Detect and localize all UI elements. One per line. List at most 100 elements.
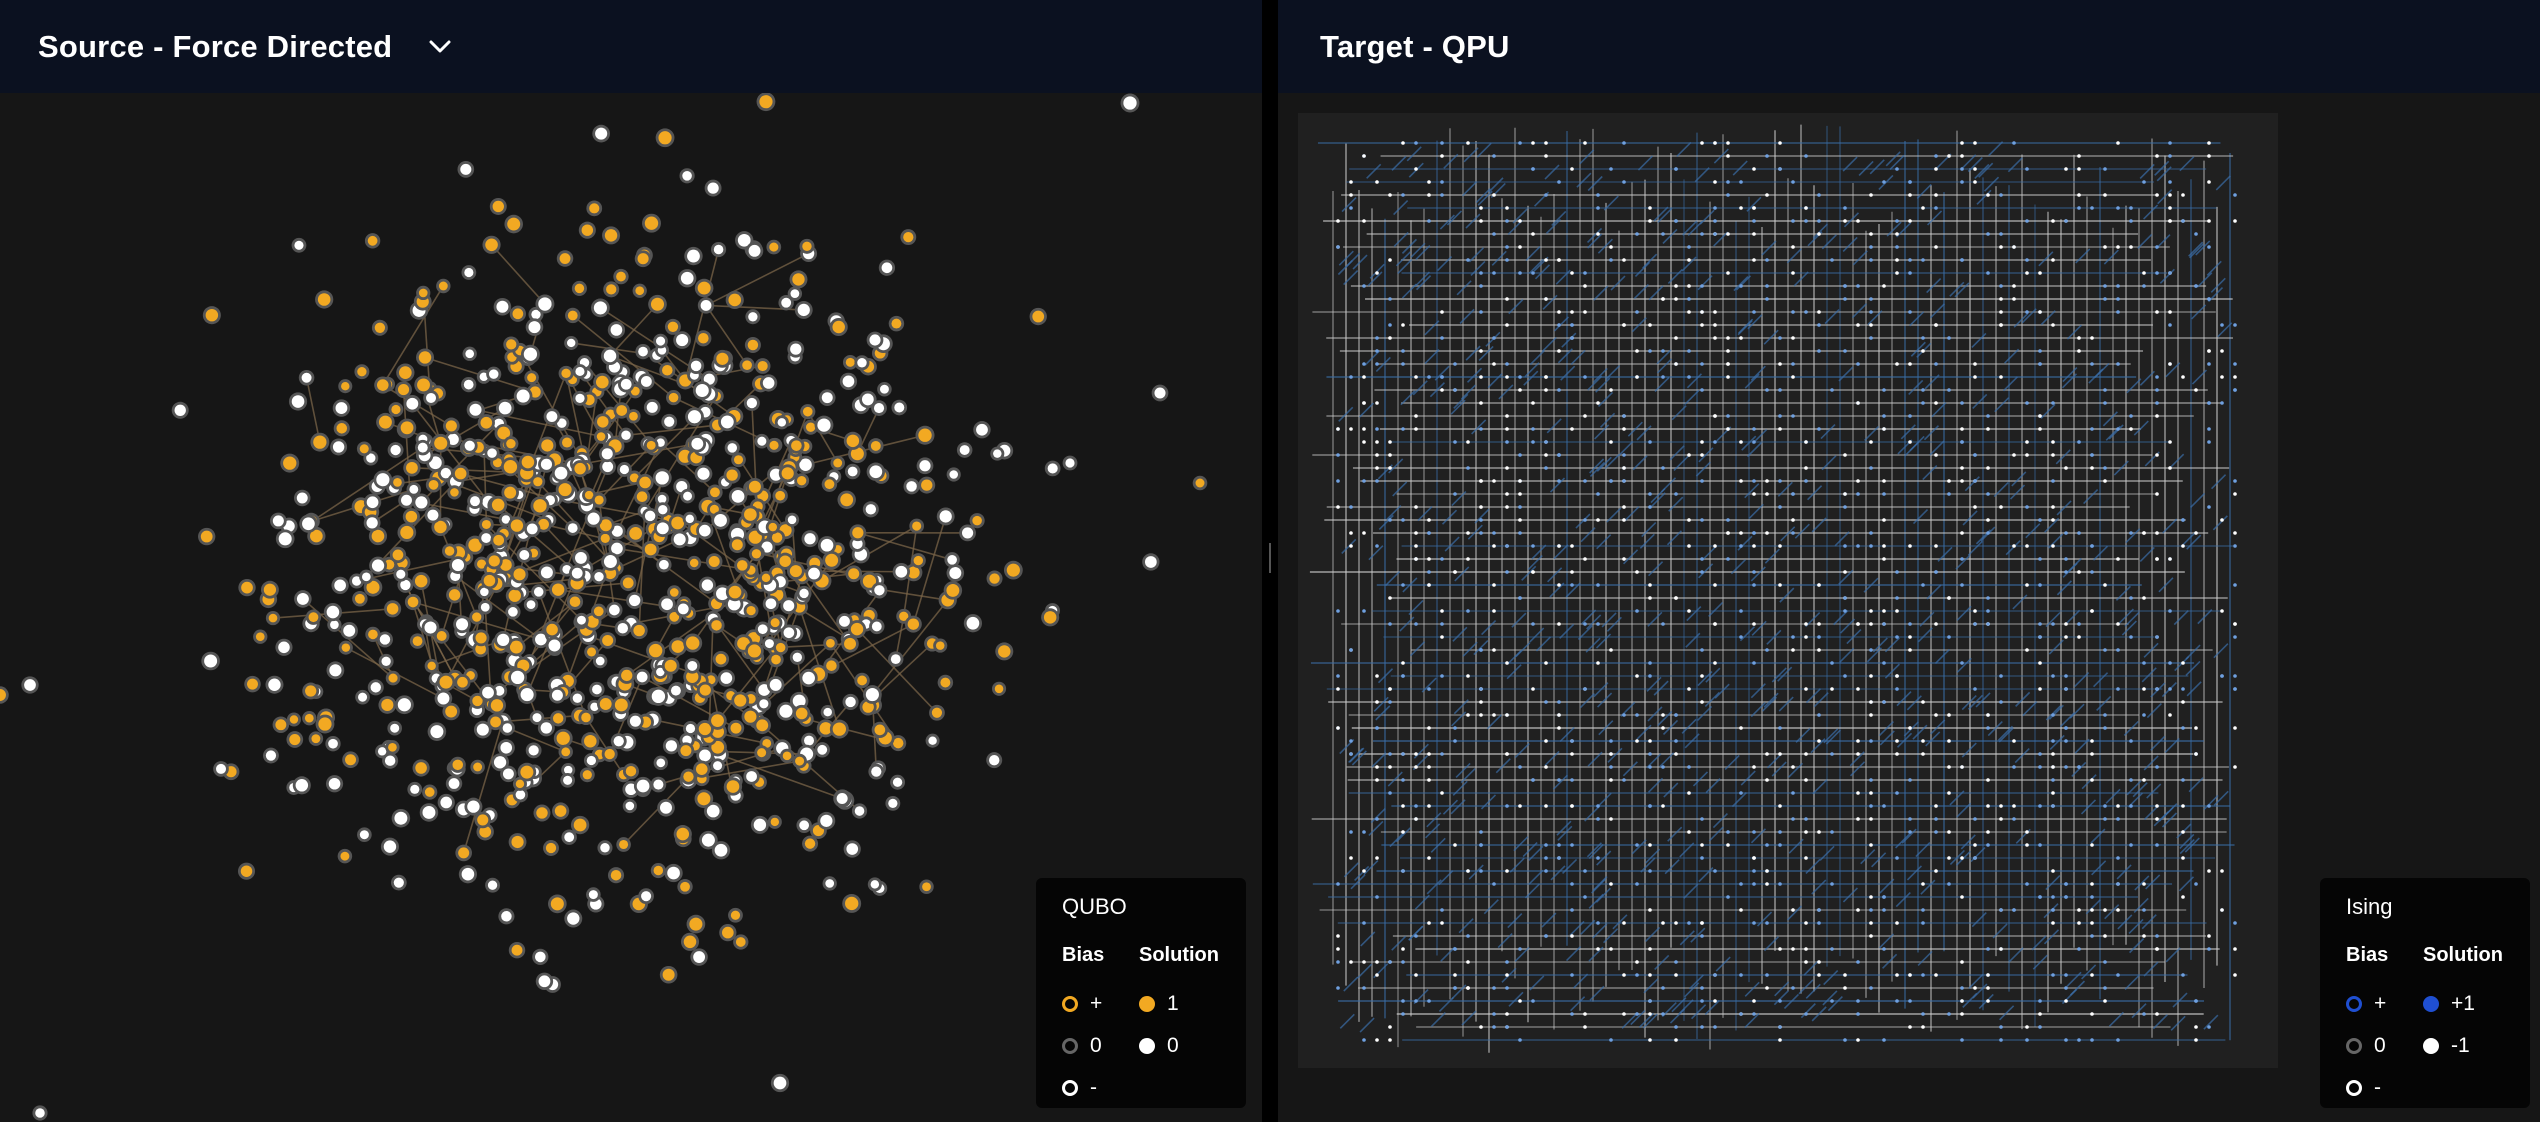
qpu-qubit[interactable] xyxy=(2038,557,2042,561)
qpu-qubit[interactable] xyxy=(2194,284,2198,288)
qpu-qubit[interactable] xyxy=(1648,999,1652,1003)
qpu-qubit[interactable] xyxy=(1401,869,1405,873)
qpu-qubit[interactable] xyxy=(1843,1038,1847,1042)
qpu-qubit[interactable] xyxy=(1622,453,1626,457)
qpu-qubit[interactable] xyxy=(2051,622,2055,626)
qpu-qubit[interactable] xyxy=(1635,739,1639,743)
qpu-qubit[interactable] xyxy=(2155,453,2159,457)
qpu-qubit[interactable] xyxy=(1895,271,1899,275)
qpu-qubit[interactable] xyxy=(1414,817,1418,821)
qpu-qubit[interactable] xyxy=(2012,245,2016,249)
qpu-qubit[interactable] xyxy=(1479,1025,1483,1029)
qpu-qubit[interactable] xyxy=(1479,219,1483,223)
qpu-qubit[interactable] xyxy=(1882,895,1886,899)
qpu-qubit[interactable] xyxy=(2155,765,2159,769)
qpu-qubit[interactable] xyxy=(1531,570,1535,574)
qpu-qubit[interactable] xyxy=(1492,1012,1496,1016)
qpu-qubit[interactable] xyxy=(1700,856,1704,860)
qpu-qubit[interactable] xyxy=(1609,440,1613,444)
qpu-qubit[interactable] xyxy=(1453,739,1457,743)
qpu-qubit[interactable] xyxy=(1648,765,1652,769)
qpu-qubit[interactable] xyxy=(1401,804,1405,808)
qpu-qubit[interactable] xyxy=(1934,245,1938,249)
qpu-qubit[interactable] xyxy=(2038,362,2042,366)
qpu-qubit[interactable] xyxy=(1739,609,1743,613)
qpu-qubit[interactable] xyxy=(1505,804,1509,808)
qpu-qubit[interactable] xyxy=(1752,583,1756,587)
qpu-qubit[interactable] xyxy=(2142,661,2146,665)
qpu-qubit[interactable] xyxy=(1726,232,1730,236)
qpu-qubit[interactable] xyxy=(1388,752,1392,756)
qpu-qubit[interactable] xyxy=(2233,726,2237,730)
qpu-qubit[interactable] xyxy=(2051,752,2055,756)
qpu-qubit[interactable] xyxy=(1687,791,1691,795)
qpu-qubit[interactable] xyxy=(2051,739,2055,743)
qpu-qubit[interactable] xyxy=(1700,388,1704,392)
qpu-qubit[interactable] xyxy=(1648,596,1652,600)
grip-icon[interactable] xyxy=(1269,543,1271,573)
qpu-qubit[interactable] xyxy=(1622,518,1626,522)
qpu-qubit[interactable] xyxy=(2207,349,2211,353)
qpu-qubit[interactable] xyxy=(2233,635,2237,639)
qpu-qubit[interactable] xyxy=(2181,726,2185,730)
qpu-qubit[interactable] xyxy=(2064,726,2068,730)
qpu-qubit[interactable] xyxy=(1973,141,1977,145)
qpu-qubit[interactable] xyxy=(1908,999,1912,1003)
qpu-qubit[interactable] xyxy=(1453,986,1457,990)
qpu-qubit[interactable] xyxy=(1895,635,1899,639)
qpu-qubit[interactable] xyxy=(2038,310,2042,314)
qpu-qubit[interactable] xyxy=(1960,557,1964,561)
qpu-qubit[interactable] xyxy=(1453,570,1457,574)
qpu-qubit[interactable] xyxy=(2103,284,2107,288)
qpu-qubit[interactable] xyxy=(1336,245,1340,249)
qpu-qubit[interactable] xyxy=(1713,336,1717,340)
qpu-qubit[interactable] xyxy=(1804,635,1808,639)
qpu-qubit[interactable] xyxy=(1752,765,1756,769)
qpu-qubit[interactable] xyxy=(1336,687,1340,691)
qpu-qubit[interactable] xyxy=(1427,804,1431,808)
qpu-qubit[interactable] xyxy=(1960,167,1964,171)
qpu-qubit[interactable] xyxy=(1960,180,1964,184)
qpu-qubit[interactable] xyxy=(1999,908,2003,912)
qpu-qubit[interactable] xyxy=(2233,388,2237,392)
qpu-qubit[interactable] xyxy=(1882,518,1886,522)
qpu-qubit[interactable] xyxy=(2168,271,2172,275)
qpu-qubit[interactable] xyxy=(2233,219,2237,223)
qpu-qubit[interactable] xyxy=(1466,141,1470,145)
qpu-qubit[interactable] xyxy=(1505,323,1509,327)
qpu-qubit[interactable] xyxy=(1388,596,1392,600)
qpu-qubit[interactable] xyxy=(1856,219,1860,223)
qpu-qubit[interactable] xyxy=(2142,713,2146,717)
qpu-qubit[interactable] xyxy=(1609,752,1613,756)
qpu-qubit[interactable] xyxy=(1427,518,1431,522)
qpu-qubit[interactable] xyxy=(1908,180,1912,184)
qpu-qubit[interactable] xyxy=(1687,349,1691,353)
qpu-qubit[interactable] xyxy=(2181,518,2185,522)
qpu-qubit[interactable] xyxy=(1674,596,1678,600)
qpu-qubit[interactable] xyxy=(1479,713,1483,717)
qpu-qubit[interactable] xyxy=(1609,947,1613,951)
qpu-qubit[interactable] xyxy=(1856,1012,1860,1016)
qpu-qubit[interactable] xyxy=(1362,869,1366,873)
qpu-qubit[interactable] xyxy=(1336,934,1340,938)
qpu-qubit[interactable] xyxy=(1570,934,1574,938)
qpu-qubit[interactable] xyxy=(1843,570,1847,574)
qpu-qubit[interactable] xyxy=(1674,921,1678,925)
qpu-qubit[interactable] xyxy=(1986,232,1990,236)
qpu-qubit[interactable] xyxy=(1960,427,1964,431)
qpu-qubit[interactable] xyxy=(1544,466,1548,470)
qpu-qubit[interactable] xyxy=(1960,765,1964,769)
qpu-qubit[interactable] xyxy=(1739,1012,1743,1016)
qpu-qubit[interactable] xyxy=(1401,193,1405,197)
qpu-qubit[interactable] xyxy=(2155,388,2159,392)
qpu-qubit[interactable] xyxy=(1401,1012,1405,1016)
qpu-qubit[interactable] xyxy=(1921,921,1925,925)
qpu-qubit[interactable] xyxy=(1557,544,1561,548)
qpu-qubit[interactable] xyxy=(1882,609,1886,613)
qpu-qubit[interactable] xyxy=(1778,427,1782,431)
qpu-qubit[interactable] xyxy=(2129,427,2133,431)
qpu-qubit[interactable] xyxy=(1544,453,1548,457)
qpu-qubit[interactable] xyxy=(2181,219,2185,223)
qpu-qubit[interactable] xyxy=(1336,453,1340,457)
qpu-qubit[interactable] xyxy=(1882,804,1886,808)
